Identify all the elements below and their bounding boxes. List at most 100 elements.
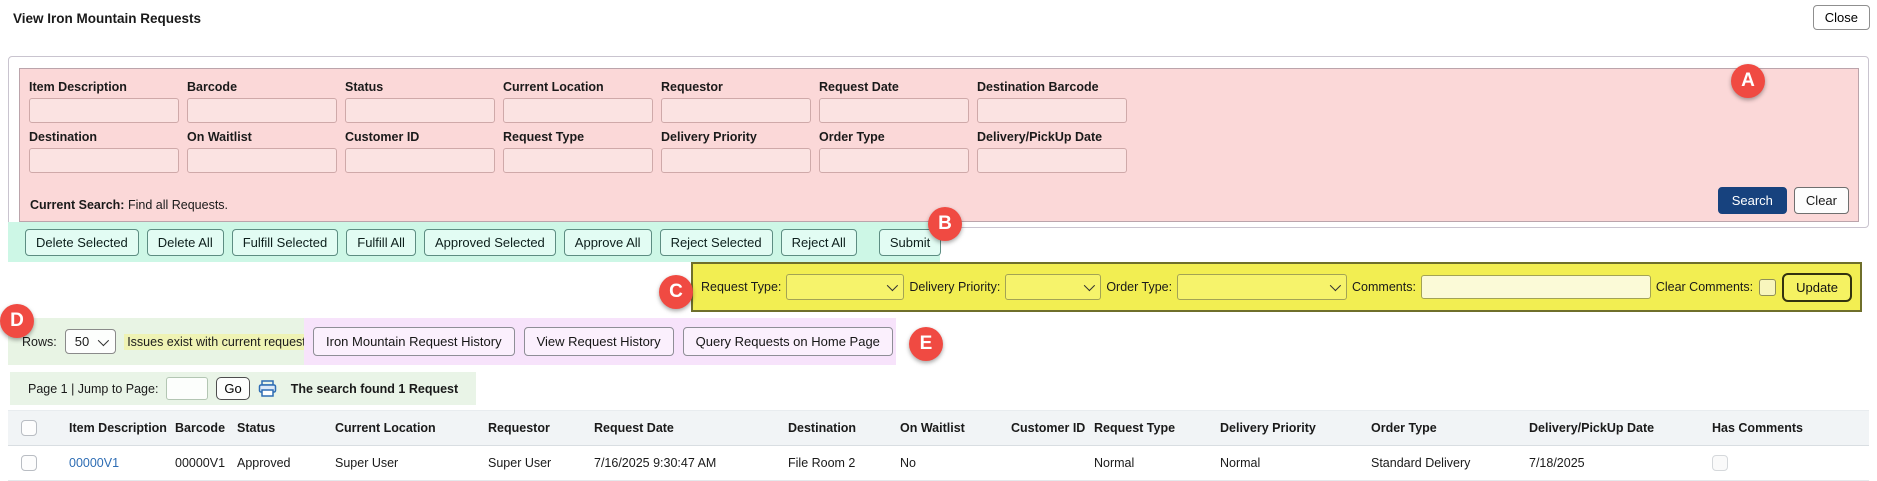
clear-comments-group: Clear Comments: Update [1655,272,1853,302]
requestor-input[interactable] [661,98,811,123]
cell-status: Approved [233,445,331,481]
col-order-type: Order Type [1371,421,1437,435]
clear-comments-checkbox[interactable] [1759,278,1777,296]
annotation-badge-c: C [659,275,693,309]
rows-per-page-select[interactable]: 50 [64,329,117,354]
history-section: Iron Mountain Request History View Reque… [304,318,896,365]
delivery-priority-input[interactable] [661,148,811,173]
delivery-priority-select[interactable] [1005,274,1102,300]
delivery-pickup-date-label: Delivery/PickUp Date [977,130,1103,144]
rows-label: Rows: [22,334,57,349]
rows-value: 50 [74,334,90,349]
fulfill-all-button[interactable]: Fulfill All [346,228,416,256]
status-label: Status [345,80,384,94]
col-delivery-pickup-date: Delivery/PickUp Date [1529,421,1655,435]
update-request-type-label: Request Type: [701,280,782,294]
view-request-history-button[interactable]: View Request History [523,327,674,356]
go-button[interactable]: Go [216,377,250,400]
current-search-label: Current Search: [30,198,125,212]
update-bar: Request Type: Delivery Priority: Order T… [691,262,1862,312]
search-field: Barcode [187,80,337,123]
delivery-priority-label: Delivery Priority [661,130,757,144]
search-field: Destination Barcode [977,80,1127,123]
customer-id-input[interactable] [345,148,495,173]
annotation-badge-a: A [1731,64,1765,98]
comments-label: Comments: [1352,280,1416,294]
title-bar: View Iron Mountain Requests Close [0,0,1877,40]
request-date-input[interactable] [819,98,969,123]
search-field: Delivery/PickUp Date [977,130,1127,173]
item-description-input[interactable] [29,98,179,123]
cell-request-date: 7/16/2025 9:30:47 AM [590,445,784,481]
has-comments-checkbox [1712,455,1728,471]
destination-label: Destination [29,130,98,144]
reject-selected-button[interactable]: Reject Selected [659,228,773,256]
search-button[interactable]: Search [1717,187,1787,214]
approve-all-button[interactable]: Approve All [563,228,652,256]
search-result-count: The search found 1 Request [290,381,459,396]
search-field: Requestor [661,80,811,123]
delete-all-button[interactable]: Delete All [146,228,224,256]
col-destination: Destination [788,421,857,435]
delivery-pickup-date-input[interactable] [977,148,1127,173]
request-type-label: Request Type [503,130,585,144]
results-table-container: Item Description Barcode Status Current … [8,410,1869,481]
iron-mountain-request-history-button[interactable]: Iron Mountain Request History [313,327,515,356]
row-checkbox[interactable] [21,455,37,471]
search-field: Customer ID [345,130,495,173]
pagination-bar: Page 1 | Jump to Page: Go The search fou… [8,372,1869,405]
issues-warning-text: Issues exist with current requests! [124,333,319,350]
print-icon[interactable] [258,380,277,397]
clear-comments-label: Clear Comments: [1655,280,1754,294]
cell-delivery-pickup-date: 7/18/2025 [1525,445,1708,481]
search-field: Status [345,80,495,123]
request-type-input[interactable] [503,148,653,173]
table-row: 00000V1 00000V1 Approved Super User Supe… [8,445,1869,481]
destination-barcode-label: Destination Barcode [977,80,1099,94]
order-type-select[interactable] [1177,274,1348,300]
col-has-comments: Has Comments [1712,421,1803,435]
current-location-input[interactable] [503,98,653,123]
request-date-label: Request Date [819,80,899,94]
on-waitlist-input[interactable] [187,148,337,173]
pagination-controls: Page 1 | Jump to Page: Go The search fou… [10,372,476,405]
col-request-type: Request Type [1094,421,1176,435]
col-item-description: Item Description [69,421,167,435]
search-field: Destination [29,130,179,173]
clear-button[interactable]: Clear [1793,187,1849,214]
search-field: Delivery Priority [661,130,811,173]
status-input[interactable] [345,98,495,123]
page-title: View Iron Mountain Requests [13,11,202,26]
select-all-checkbox[interactable] [21,420,37,436]
item-description-link[interactable]: 00000V1 [69,456,120,470]
update-button[interactable]: Update [1782,272,1853,302]
cell-customer-id [1007,445,1090,481]
annotation-badge-d: D [0,304,34,338]
search-panel: Item Description Barcode Status Current … [19,68,1859,222]
destination-input[interactable] [29,148,179,173]
search-field-row-1: Item Description Barcode Status Current … [20,80,1858,123]
search-field: On Waitlist [187,130,337,173]
chevron-down-icon [887,279,899,292]
barcode-label: Barcode [187,80,238,94]
request-type-select[interactable] [786,274,905,300]
barcode-input[interactable] [187,98,337,123]
annotation-badge-b: B [928,207,962,241]
order-type-input[interactable] [819,148,969,173]
item-description-label: Item Description [29,80,127,94]
destination-barcode-input[interactable] [977,98,1127,123]
update-order-type-label: Order Type: [1106,280,1173,294]
delete-selected-button[interactable]: Delete Selected [25,228,139,256]
close-button[interactable]: Close [1812,5,1870,30]
page-jump-text: Page 1 | Jump to Page: [28,381,159,396]
approved-selected-button[interactable]: Approved Selected [423,228,556,256]
query-requests-home-page-button[interactable]: Query Requests on Home Page [682,327,893,356]
search-outer-panel: Item Description Barcode Status Current … [8,56,1869,228]
jump-to-page-input[interactable] [166,377,209,400]
fulfill-selected-button[interactable]: Fulfill Selected [231,228,339,256]
chevron-down-icon [1084,279,1096,292]
reject-all-button[interactable]: Reject All [780,228,857,256]
comments-input[interactable] [1420,275,1651,299]
on-waitlist-label: On Waitlist [187,130,252,144]
col-request-date: Request Date [594,421,674,435]
